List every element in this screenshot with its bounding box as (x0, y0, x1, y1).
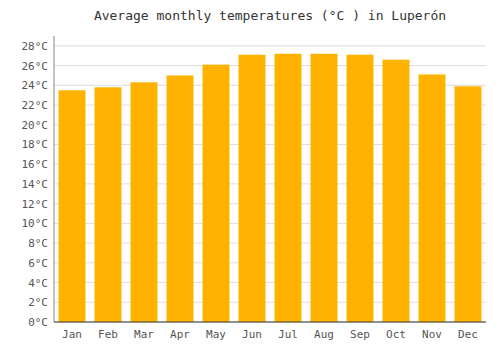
bar (203, 65, 230, 322)
chart: Average monthly temperatures (°C ) in Lu… (0, 0, 500, 350)
y-tick-label: 22°C (22, 99, 49, 112)
y-tick-label: 20°C (22, 119, 49, 132)
x-tick-label: Mar (134, 328, 154, 341)
y-tick-label: 12°C (22, 198, 49, 211)
grid-line (54, 322, 486, 323)
bar (95, 87, 122, 322)
y-tick-label: 4°C (28, 277, 48, 290)
y-axis-line (54, 36, 55, 322)
y-tick-label: 24°C (22, 79, 49, 92)
y-tick-label: 18°C (22, 138, 49, 151)
x-axis-line (54, 322, 486, 323)
x-tick-label: Dec (458, 328, 478, 341)
y-tick-label: 6°C (28, 257, 48, 270)
title: Average monthly temperatures (°C ) in Lu… (94, 8, 446, 23)
bar (131, 82, 158, 322)
y-tick-label: 14°C (22, 178, 49, 191)
bars (59, 54, 482, 322)
x-tick-label: Sep (350, 328, 370, 341)
bar (239, 55, 266, 322)
bar (383, 60, 410, 322)
y-tick-label: 10°C (22, 217, 49, 230)
y-tick-label: 26°C (22, 60, 49, 73)
x-tick-label: Oct (386, 328, 406, 341)
x-tick-label: Jul (278, 328, 298, 341)
x-tick-label: Jan (62, 328, 82, 341)
y-tick-label: 0°C (28, 316, 48, 329)
x-tick-label: Jun (242, 328, 262, 341)
bar (167, 75, 194, 322)
bar (311, 54, 338, 322)
bar (59, 90, 86, 322)
bar (419, 74, 446, 322)
grid (54, 46, 486, 322)
x-tick-label: Aug (314, 328, 334, 341)
y-tick-label: 2°C (28, 296, 48, 309)
x-tick-label: Nov (422, 328, 442, 341)
y-tick-label: 8°C (28, 237, 48, 250)
x-tick-label: May (206, 328, 226, 341)
bar (455, 86, 482, 322)
x-tick-label: Apr (170, 328, 190, 341)
chart-container: Average monthly temperatures (°C ) in Lu… (0, 0, 500, 350)
bar (275, 54, 302, 322)
bar (347, 55, 374, 322)
y-tick-label: 28°C (22, 40, 49, 53)
x-tick-label: Feb (98, 328, 118, 341)
y-tick-label: 16°C (22, 158, 49, 171)
grid-line (54, 65, 486, 66)
grid-line (54, 45, 486, 46)
